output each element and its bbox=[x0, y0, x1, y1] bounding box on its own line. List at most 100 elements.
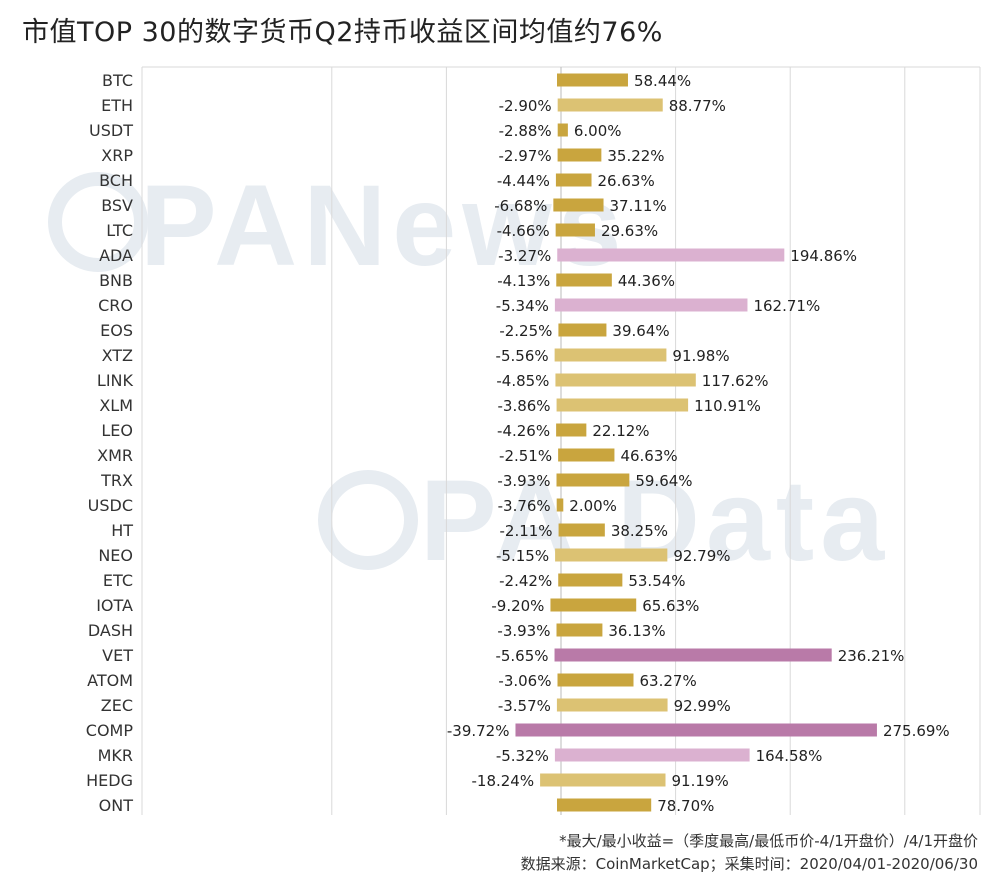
range-bar bbox=[556, 698, 668, 712]
max-value-label: 59.64% bbox=[635, 472, 692, 490]
min-value-label: -5.34% bbox=[496, 297, 549, 315]
range-bar bbox=[557, 673, 634, 687]
min-value-label: -3.86% bbox=[497, 397, 550, 415]
category-label: ZEC bbox=[101, 696, 133, 715]
range-bar bbox=[557, 798, 652, 812]
max-value-label: 117.62% bbox=[702, 372, 769, 390]
category-label: USDT bbox=[89, 121, 133, 140]
max-value-label: 26.63% bbox=[598, 172, 655, 190]
max-value-label: 63.27% bbox=[640, 672, 697, 690]
min-value-label: -2.11% bbox=[500, 522, 553, 540]
range-bar bbox=[554, 348, 667, 362]
range-bar bbox=[555, 373, 696, 387]
min-value-label: -5.32% bbox=[496, 747, 549, 765]
max-value-label: 110.91% bbox=[694, 397, 761, 415]
max-value-label: 194.86% bbox=[790, 247, 857, 265]
min-value-label: -2.88% bbox=[499, 122, 552, 140]
category-label: BNB bbox=[99, 271, 133, 290]
range-bar bbox=[554, 748, 750, 762]
max-value-label: 36.13% bbox=[608, 622, 665, 640]
category-label: IOTA bbox=[96, 596, 133, 615]
max-value-label: 58.44% bbox=[634, 72, 691, 90]
chart-title: 市值TOP 30的数字货币Q2持币收益区间均值约76% bbox=[22, 17, 663, 48]
min-value-label: -2.25% bbox=[499, 322, 552, 340]
max-value-label: 22.12% bbox=[592, 422, 649, 440]
max-value-label: 29.63% bbox=[601, 222, 658, 240]
range-bar bbox=[556, 398, 689, 412]
range-bar bbox=[556, 623, 603, 637]
max-value-label: 91.98% bbox=[672, 347, 729, 365]
min-value-label: -3.76% bbox=[498, 497, 551, 515]
grid-lines bbox=[141, 66, 981, 815]
min-value-label: -3.57% bbox=[498, 697, 551, 715]
min-value-label: -4.44% bbox=[497, 172, 550, 190]
range-bar bbox=[553, 198, 604, 212]
range-bar bbox=[557, 123, 568, 137]
category-label: VET bbox=[102, 646, 133, 665]
category-label: ETH bbox=[101, 96, 133, 115]
range-bar bbox=[558, 523, 605, 537]
range-bar bbox=[556, 498, 564, 512]
category-label: XLM bbox=[99, 396, 133, 415]
category-label: TRX bbox=[100, 471, 133, 490]
max-value-label: 162.71% bbox=[753, 297, 820, 315]
category-label: HEDG bbox=[86, 771, 133, 790]
range-bar bbox=[558, 573, 623, 587]
min-value-label: -4.85% bbox=[496, 372, 549, 390]
category-label: LINK bbox=[97, 371, 134, 390]
category-label: BCH bbox=[99, 171, 133, 190]
max-value-label: 236.21% bbox=[838, 647, 905, 665]
max-value-label: 65.63% bbox=[642, 597, 699, 615]
range-bar bbox=[515, 723, 877, 737]
min-value-label: -3.27% bbox=[498, 247, 551, 265]
max-value-label: 38.25% bbox=[611, 522, 668, 540]
range-bar bbox=[554, 298, 748, 312]
max-value-label: 92.79% bbox=[673, 547, 730, 565]
category-label: ETC bbox=[103, 571, 133, 590]
range-bar bbox=[556, 423, 587, 437]
range-bar bbox=[557, 148, 602, 162]
category-label: EOS bbox=[100, 321, 133, 340]
min-value-label: -6.68% bbox=[494, 197, 547, 215]
min-value-label: -39.72% bbox=[447, 722, 510, 740]
range-bar bbox=[540, 773, 666, 787]
min-value-label: -2.97% bbox=[499, 147, 552, 165]
range-bar bbox=[555, 173, 592, 187]
range-bar bbox=[556, 273, 612, 287]
max-value-label: 35.22% bbox=[607, 147, 664, 165]
max-value-label: 6.00% bbox=[574, 122, 622, 140]
category-label: ADA bbox=[99, 246, 133, 265]
min-value-label: -2.90% bbox=[499, 97, 552, 115]
min-value-label: -3.93% bbox=[497, 622, 550, 640]
range-bar bbox=[558, 448, 615, 462]
bars bbox=[515, 73, 877, 812]
category-label: MKR bbox=[98, 746, 133, 765]
category-label: CRO bbox=[98, 296, 133, 315]
max-value-label: 88.77% bbox=[669, 97, 726, 115]
min-value-label: -4.13% bbox=[497, 272, 550, 290]
category-label: LTC bbox=[106, 221, 133, 240]
category-label: ONT bbox=[99, 796, 134, 815]
max-value-label: 2.00% bbox=[569, 497, 617, 515]
max-value-label: 39.64% bbox=[612, 322, 669, 340]
min-value-label: -5.15% bbox=[496, 547, 549, 565]
range-bar bbox=[557, 98, 663, 112]
category-label: DASH bbox=[88, 621, 133, 640]
min-value-label: -3.93% bbox=[497, 472, 550, 490]
labels: BTC 58.44% ETH -2.90% 88.77% USDT -2.88% 6.00% X… bbox=[86, 71, 950, 815]
min-value-label: -4.66% bbox=[497, 222, 550, 240]
min-value-label: -9.20% bbox=[491, 597, 544, 615]
max-value-label: 46.63% bbox=[620, 447, 677, 465]
category-label: XTZ bbox=[102, 346, 133, 365]
range-bar bbox=[555, 548, 668, 562]
range-bar bbox=[555, 223, 595, 237]
range-bar bbox=[558, 323, 607, 337]
category-label: USDC bbox=[88, 496, 133, 515]
max-value-label: 44.36% bbox=[618, 272, 675, 290]
min-value-label: -2.42% bbox=[499, 572, 552, 590]
max-value-label: 275.69% bbox=[883, 722, 950, 740]
range-bar bbox=[554, 648, 832, 662]
min-value-label: -18.24% bbox=[471, 772, 534, 790]
min-value-label: -4.26% bbox=[497, 422, 550, 440]
